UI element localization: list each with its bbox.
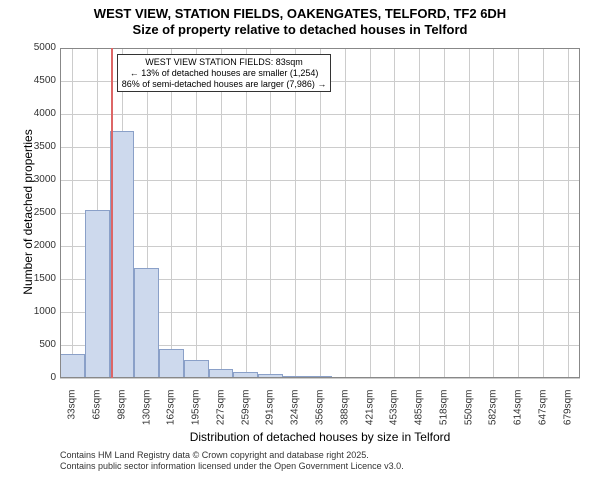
histogram-bar xyxy=(431,377,456,378)
x-tick-label: 195sqm xyxy=(191,390,202,440)
gridline-horizontal xyxy=(60,378,580,379)
x-tick-label: 647sqm xyxy=(537,390,548,440)
x-tick-label: 453sqm xyxy=(389,390,400,440)
chart-container: WEST VIEW, STATION FIELDS, OAKENGATES, T… xyxy=(0,0,600,500)
y-tick-label: 3000 xyxy=(34,174,56,185)
histogram-bar xyxy=(456,377,481,378)
histogram-bar xyxy=(233,372,258,378)
y-tick-label: 500 xyxy=(39,339,56,350)
gridline-vertical xyxy=(221,48,222,378)
histogram-bar xyxy=(184,360,209,378)
footer-line: Contains public sector information licen… xyxy=(60,461,404,472)
gridline-vertical xyxy=(543,48,544,378)
x-tick-label: 130sqm xyxy=(141,390,152,440)
footer-attribution: Contains HM Land Registry data © Crown c… xyxy=(60,450,404,472)
gridline-vertical xyxy=(518,48,519,378)
histogram-bar xyxy=(332,377,357,378)
x-tick-label: 518sqm xyxy=(438,390,449,440)
gridline-vertical xyxy=(419,48,420,378)
x-tick-label: 162sqm xyxy=(166,390,177,440)
x-tick-label: 421sqm xyxy=(364,390,375,440)
histogram-bar xyxy=(60,354,85,378)
footer-line: Contains HM Land Registry data © Crown c… xyxy=(60,450,404,461)
gridline-vertical xyxy=(196,48,197,378)
y-tick-label: 4500 xyxy=(34,75,56,86)
x-tick-label: 259sqm xyxy=(240,390,251,440)
histogram-bar xyxy=(506,377,531,378)
x-tick-label: 65sqm xyxy=(92,390,103,440)
histogram-bar xyxy=(159,349,184,378)
histogram-bar xyxy=(555,377,580,378)
chart-title-line: WEST VIEW, STATION FIELDS, OAKENGATES, T… xyxy=(0,6,600,22)
histogram-bar xyxy=(382,377,407,378)
gridline-vertical xyxy=(171,48,172,378)
x-tick-label: 550sqm xyxy=(463,390,474,440)
chart-title-line: Size of property relative to detached ho… xyxy=(0,22,600,38)
gridline-vertical xyxy=(295,48,296,378)
gridline-vertical xyxy=(345,48,346,378)
histogram-bar xyxy=(258,374,283,378)
y-tick-label: 2000 xyxy=(34,240,56,251)
x-tick-label: 485sqm xyxy=(414,390,425,440)
x-tick-label: 98sqm xyxy=(116,390,127,440)
chart-titles: WEST VIEW, STATION FIELDS, OAKENGATES, T… xyxy=(0,6,600,37)
gridline-vertical xyxy=(246,48,247,378)
x-tick-label: 33sqm xyxy=(67,390,78,440)
histogram-bar xyxy=(357,377,382,378)
histogram-bar xyxy=(134,268,159,378)
y-tick-label: 1500 xyxy=(34,273,56,284)
y-tick-label: 4000 xyxy=(34,108,56,119)
histogram-bar xyxy=(209,369,234,378)
histogram-bar xyxy=(85,210,110,378)
gridline-vertical xyxy=(568,48,569,378)
gridline-vertical xyxy=(444,48,445,378)
reference-line xyxy=(111,48,113,378)
histogram-bar xyxy=(407,377,432,378)
histogram-bar xyxy=(110,131,135,378)
histogram-bar xyxy=(481,377,506,378)
x-tick-label: 582sqm xyxy=(488,390,499,440)
y-tick-label: 1000 xyxy=(34,306,56,317)
y-tick-label: 0 xyxy=(50,372,56,383)
x-tick-label: 388sqm xyxy=(339,390,350,440)
gridline-vertical xyxy=(469,48,470,378)
annotation-line: ← 13% of detached houses are smaller (1,… xyxy=(122,68,327,79)
gridline-vertical xyxy=(320,48,321,378)
gridline-vertical xyxy=(493,48,494,378)
y-tick-label: 2500 xyxy=(34,207,56,218)
annotation-line: WEST VIEW STATION FIELDS: 83sqm xyxy=(122,57,327,68)
histogram-bar xyxy=(308,376,333,378)
x-tick-label: 324sqm xyxy=(290,390,301,440)
x-tick-label: 679sqm xyxy=(562,390,573,440)
gridline-vertical xyxy=(72,48,73,378)
x-tick-label: 614sqm xyxy=(513,390,524,440)
y-tick-label: 5000 xyxy=(34,42,56,53)
gridline-vertical xyxy=(370,48,371,378)
histogram-bar xyxy=(283,376,308,378)
x-tick-label: 227sqm xyxy=(215,390,226,440)
gridline-vertical xyxy=(270,48,271,378)
y-tick-label: 3500 xyxy=(34,141,56,152)
x-tick-label: 356sqm xyxy=(315,390,326,440)
x-tick-label: 291sqm xyxy=(265,390,276,440)
annotation-box: WEST VIEW STATION FIELDS: 83sqm← 13% of … xyxy=(117,54,332,92)
gridline-vertical xyxy=(394,48,395,378)
plot-area: WEST VIEW STATION FIELDS: 83sqm← 13% of … xyxy=(60,48,580,378)
histogram-bar xyxy=(530,377,555,378)
annotation-line: 86% of semi-detached houses are larger (… xyxy=(122,79,327,90)
